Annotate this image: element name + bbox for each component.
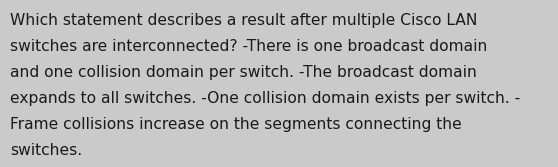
Text: and one collision domain per switch. -The broadcast domain: and one collision domain per switch. -Th… (10, 65, 477, 80)
Text: Frame collisions increase on the segments connecting the: Frame collisions increase on the segment… (10, 117, 462, 132)
Text: Which statement describes a result after multiple Cisco LAN: Which statement describes a result after… (10, 13, 478, 28)
Text: switches are interconnected? -There is one broadcast domain: switches are interconnected? -There is o… (10, 39, 488, 54)
Text: expands to all switches. -One collision domain exists per switch. -: expands to all switches. -One collision … (10, 91, 520, 106)
Text: switches.: switches. (10, 143, 82, 158)
